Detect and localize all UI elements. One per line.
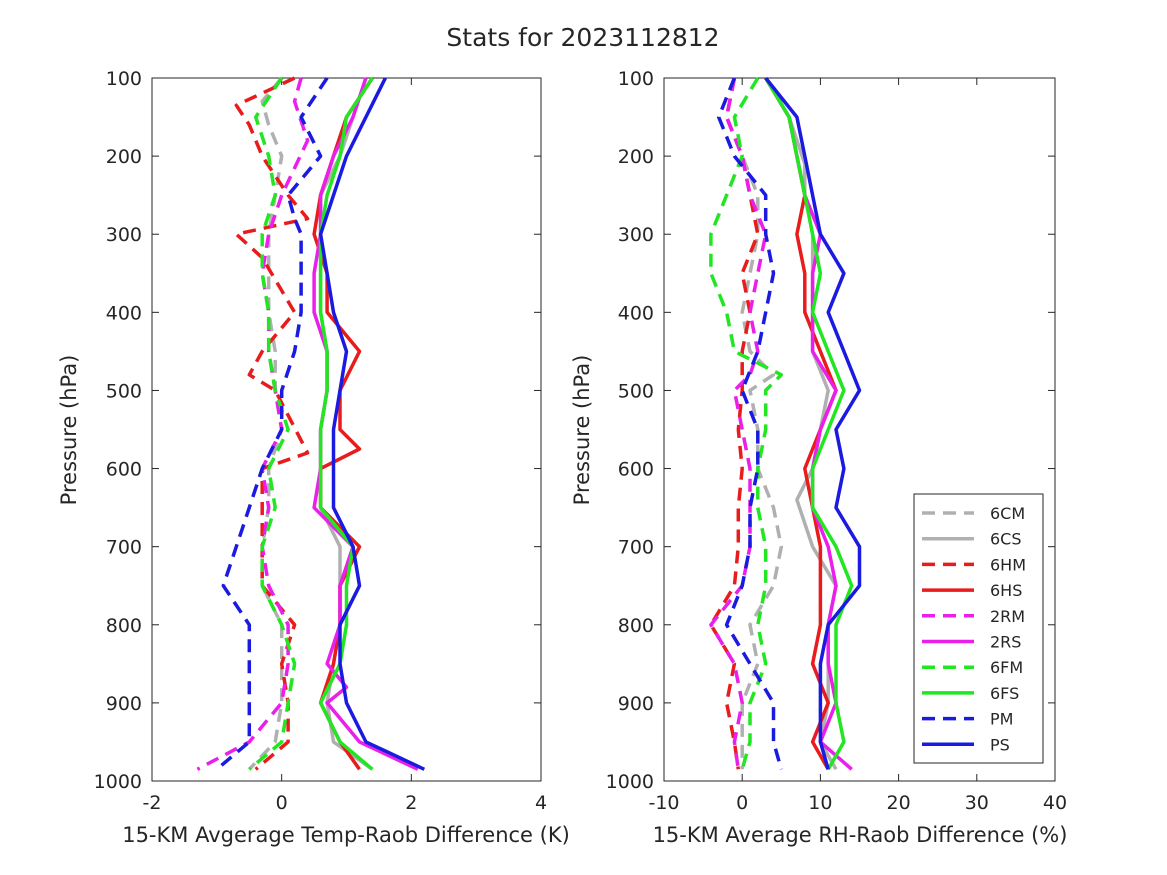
temp-panel: -2 0 2 4 100 200 300 400 500 600 700 800 900 1000 15-…	[57, 68, 570, 847]
rh-series-ps	[764, 76, 862, 770]
temp-ytick-label: 300	[106, 224, 142, 246]
legend-label-6hs: 6HS	[990, 581, 1022, 600]
temp-ytick-label: 1000	[94, 771, 142, 793]
temp-ytick-label: 700	[106, 537, 142, 559]
temp-ytick-label: 200	[106, 146, 142, 168]
rh-ytick-label: 600	[618, 459, 654, 481]
rh-xtick-label: 20	[887, 792, 911, 814]
temp-series-lines	[196, 76, 426, 771]
rh-ytick-label: 400	[618, 302, 654, 324]
temp-ylabel: Pressure (hPa)	[57, 355, 81, 506]
legend-label-pm: PM	[990, 710, 1013, 729]
temp-ytick-label: 600	[106, 459, 142, 481]
rh-series-2rm	[709, 77, 768, 770]
rh-xtick-label: 30	[965, 792, 989, 814]
rh-ytick-label: 900	[618, 693, 654, 715]
temp-ytick-label: 500	[106, 380, 142, 402]
temp-xtick-label: -2	[143, 792, 162, 814]
rh-panel: -10 0 10 20 30 40 100 200 300 400 500 600 700 800 900 1…	[570, 68, 1067, 847]
rh-xtick-label: -10	[648, 792, 679, 814]
legend-label-6hm: 6HM	[990, 555, 1026, 574]
rh-ytick-label: 300	[618, 224, 654, 246]
temp-ytick-label: 900	[106, 693, 142, 715]
rh-ytick-label: 200	[618, 146, 654, 168]
temp-series-pm	[215, 77, 329, 771]
rh-xtick-label: 10	[808, 792, 832, 814]
rh-ytick-label: 1000	[606, 771, 654, 793]
legend-label-2rs: 2RS	[990, 633, 1021, 652]
rh-series-6hm	[709, 77, 760, 770]
rh-xtick-label: 40	[1043, 792, 1067, 814]
legend-box	[913, 493, 1044, 764]
legend-label-2rm: 2RM	[990, 607, 1025, 626]
legend-label-6fm: 6FM	[990, 658, 1023, 677]
temp-ytick-label: 800	[106, 615, 142, 637]
temp-xtick-label: 4	[535, 792, 547, 814]
rh-series-6cm	[724, 77, 784, 770]
temp-series-ps	[318, 77, 426, 771]
legend-label-ps: PS	[990, 735, 1010, 754]
rh-ytick-label: 500	[618, 380, 654, 402]
rh-series-lines	[709, 76, 862, 771]
rh-ytick-label: 800	[618, 615, 654, 637]
legend-label-6fs: 6FS	[990, 684, 1019, 703]
temp-xlabel: 15-KM Avgerage Temp-Raob Difference (K)	[122, 823, 570, 847]
temp-ticks: -2 0 2 4 100 200 300 400 500 600 700 800 900 1000	[94, 68, 547, 814]
rh-series-6fs	[764, 77, 854, 771]
rh-xlabel: 15-KM Average RH-Raob Difference (%)	[653, 823, 1068, 847]
rh-series-6fm	[709, 77, 784, 770]
temp-series-6fm	[248, 77, 297, 771]
rh-ticks: -10 0 10 20 30 40 100 200 300 400 500 600 700 800 900 1…	[606, 68, 1067, 814]
temp-axes-box	[151, 77, 542, 782]
rh-series-pm	[716, 77, 783, 770]
temp-ytick-label: 400	[106, 302, 142, 324]
legend: 6CM 6CS 6HM 6HS 2RM 2RS 6FM 6FS PM PS	[913, 493, 1044, 764]
temp-xtick-label: 2	[405, 792, 417, 814]
temp-ytick-label: 100	[106, 68, 142, 90]
legend-label-6cs: 6CS	[990, 530, 1022, 549]
rh-xtick-label: 0	[736, 792, 748, 814]
rh-ytick-label: 700	[618, 537, 654, 559]
figure-title: Stats for 2023112812	[446, 23, 719, 52]
rh-ylabel: Pressure (hPa)	[570, 355, 594, 506]
rh-ytick-label: 100	[618, 68, 654, 90]
temp-xtick-label: 0	[276, 792, 288, 814]
legend-label-6cm: 6CM	[990, 504, 1025, 523]
